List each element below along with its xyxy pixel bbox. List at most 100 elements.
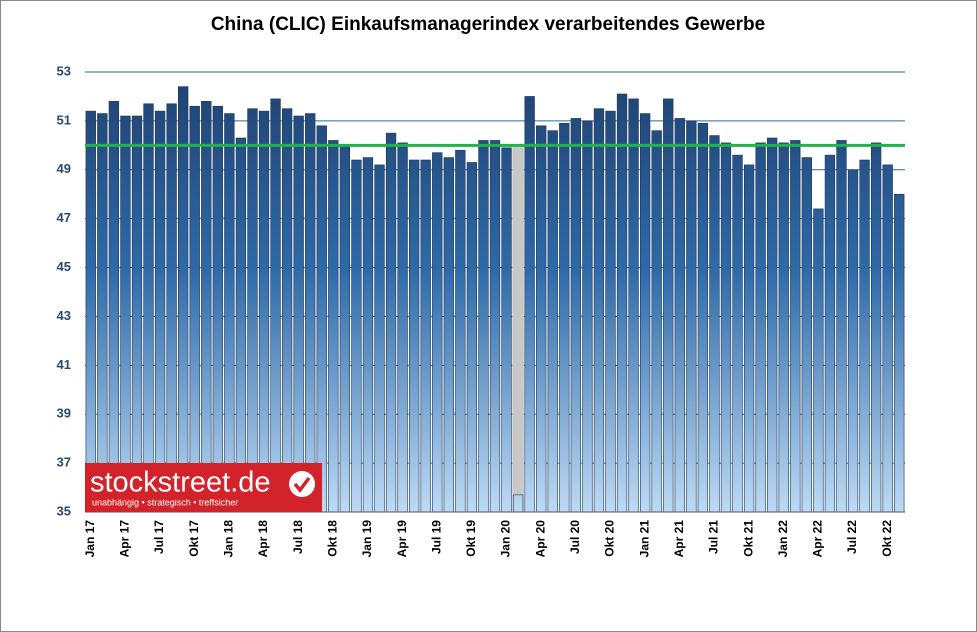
bar (651, 130, 662, 513)
bar (628, 98, 639, 513)
y-tick-label: 37 (57, 455, 71, 470)
bar (790, 140, 801, 513)
x-tick-label: Okt 22 (880, 520, 894, 557)
x-tick-label: Jan 21 (637, 520, 651, 558)
bar (362, 157, 374, 513)
bar (778, 142, 789, 513)
bar (663, 98, 674, 513)
bar (743, 164, 755, 513)
y-tick-label: 39 (57, 406, 71, 421)
logo-box (85, 463, 322, 512)
x-tick-label: Jul 19 (429, 520, 443, 554)
bar (201, 101, 212, 513)
bar (709, 135, 720, 513)
bar (143, 103, 154, 513)
x-tick-label: Jul 22 (845, 520, 859, 554)
highlight-band (512, 145, 524, 513)
bar (374, 164, 385, 513)
bar (409, 159, 420, 513)
bar (328, 140, 339, 513)
bar (720, 142, 732, 513)
x-tick-label: Jul 18 (291, 520, 305, 554)
y-tick-label: 35 (57, 503, 71, 518)
y-tick-label: 47 (57, 210, 71, 225)
y-tick-label: 41 (57, 357, 71, 372)
bar (674, 118, 685, 513)
bar (536, 125, 547, 513)
bar (616, 93, 628, 513)
bar (824, 154, 836, 513)
bar (120, 115, 131, 513)
bar (397, 142, 408, 513)
bar (801, 157, 812, 513)
bar (813, 208, 824, 513)
bar (524, 96, 535, 513)
bar (593, 108, 605, 513)
bar (547, 130, 558, 513)
bar (85, 110, 96, 513)
x-tick-label: Apr 22 (811, 520, 825, 558)
bar (870, 142, 882, 513)
bar (224, 113, 235, 513)
bar (339, 145, 351, 513)
bar (894, 193, 905, 513)
bar (293, 115, 304, 513)
x-tick-label: Apr 19 (395, 520, 409, 558)
bar (154, 110, 166, 513)
bar (270, 98, 281, 513)
bar (501, 147, 512, 513)
x-tick-label: Apr 20 (533, 520, 547, 558)
bar (882, 164, 893, 513)
bar (489, 140, 501, 513)
bar (235, 137, 247, 513)
x-tick-label: Okt 17 (187, 520, 201, 557)
x-tick-label: Jul 21 (707, 520, 721, 554)
bar (582, 120, 593, 513)
y-tick-label: 51 (57, 112, 71, 127)
bar (281, 108, 293, 513)
x-tick-label: Jul 17 (152, 520, 166, 554)
x-tick-label: Jul 20 (568, 520, 582, 554)
x-tick-label: Jan 18 (222, 520, 236, 558)
y-tick-label: 49 (57, 161, 71, 176)
bar (189, 105, 200, 513)
bar (455, 149, 466, 513)
bar (755, 142, 766, 513)
bar (316, 125, 327, 513)
logo-check (293, 476, 311, 493)
bar (466, 162, 478, 513)
x-tick-label: Apr 17 (118, 520, 132, 558)
bar (178, 86, 189, 513)
x-tick-label: Okt 21 (741, 520, 755, 557)
bar (258, 110, 270, 513)
x-tick-label: Okt 19 (464, 520, 478, 557)
bar (605, 110, 616, 513)
bar (639, 113, 651, 513)
x-tick-label: Jan 17 (83, 520, 97, 558)
bar (247, 108, 258, 513)
x-tick-label: Okt 18 (325, 520, 339, 557)
x-tick-label: Apr 18 (256, 520, 270, 558)
bar (351, 159, 362, 513)
bar (166, 103, 177, 513)
x-tick-label: Okt 20 (603, 520, 617, 557)
x-tick-label: Jan 22 (776, 520, 790, 558)
logo-icon (289, 471, 315, 497)
bar (697, 123, 709, 513)
bar (478, 140, 489, 513)
x-tick-label: Jan 20 (499, 520, 513, 558)
logo: stockstreet.de unabhängig • strategisch … (85, 463, 322, 512)
bar (108, 101, 120, 513)
y-tick-label: 43 (57, 308, 71, 323)
bar (305, 113, 316, 513)
bar (443, 157, 454, 513)
logo-slogan: unabhängig • strategisch • treffsicher (92, 497, 238, 507)
bar (420, 159, 431, 513)
bar (559, 123, 570, 513)
bar (131, 115, 143, 513)
logo-name: stockstreet.de (90, 467, 271, 499)
chart-title: China (CLIC) Einkaufsmanagerindex verarb… (211, 14, 765, 35)
x-tick-label: Jan 19 (360, 520, 374, 558)
